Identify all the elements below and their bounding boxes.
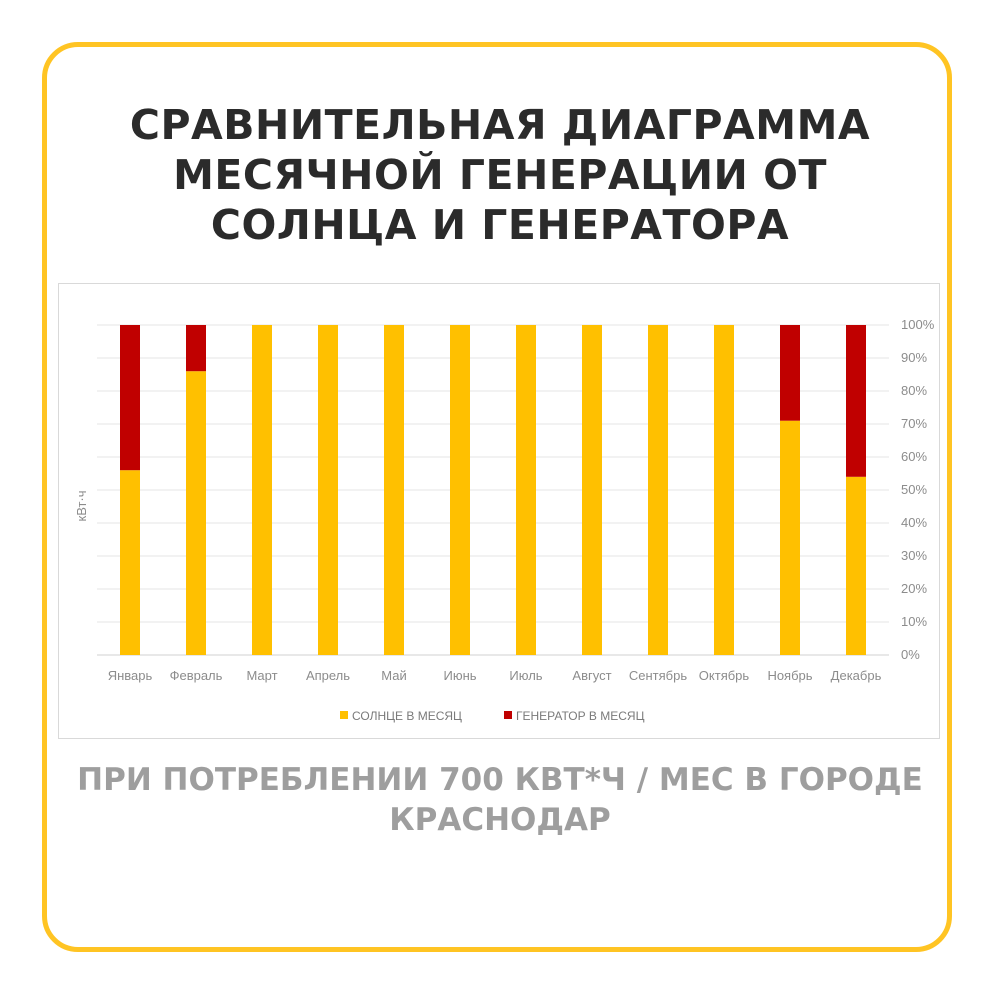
legend-swatch-solar — [340, 711, 348, 719]
x-tick-label: Апрель — [306, 668, 350, 683]
bar-generator — [120, 325, 140, 471]
y-tick-label: 100% — [901, 317, 935, 332]
bars — [120, 325, 866, 655]
y-tick-label: 50% — [901, 482, 927, 497]
bar-solar — [120, 470, 140, 655]
subtitle-line-2: КРАСНОДАР — [389, 802, 611, 838]
y-axis-label: кВт·ч — [74, 491, 89, 522]
x-tick-label: Июль — [509, 668, 542, 683]
bar-generator — [846, 325, 866, 477]
subtitle-line-1: ПРИ ПОТРЕБЛЕНИИ 700 КВТ*Ч / МЕС В ГОРОДЕ — [77, 762, 923, 798]
title-line-1: СРАВНИТЕЛЬНАЯ ДИАГРАММА — [129, 101, 871, 149]
y-tick-label: 40% — [901, 515, 927, 530]
page-title: СРАВНИТЕЛЬНАЯ ДИАГРАММА МЕСЯЧНОЙ ГЕНЕРАЦ… — [60, 100, 940, 250]
y-tick-label: 90% — [901, 350, 927, 365]
y-tick-label: 80% — [901, 383, 927, 398]
stacked-bar-chart: 0% 10% 20% 30% 40% 50% 60% 70% 80% 90% 100% Январь… — [74, 317, 935, 723]
y-tick-label: 60% — [901, 449, 927, 464]
chart-container: 0% 10% 20% 30% 40% 50% 60% 70% 80% 90% 100% Январь… — [58, 283, 940, 739]
bar-solar — [384, 325, 404, 655]
y-tick-label: 70% — [901, 416, 927, 431]
x-tick-label: Октябрь — [699, 668, 750, 683]
subtitle: ПРИ ПОТРЕБЛЕНИИ 700 КВТ*Ч / МЕС В ГОРОДЕ… — [60, 760, 940, 840]
bar-solar — [714, 325, 734, 655]
legend-label-solar: СОЛНЦЕ В МЕСЯЦ — [352, 709, 462, 723]
bar-solar — [450, 325, 470, 655]
x-tick-label: Январь — [108, 668, 153, 683]
title-line-2: МЕСЯЧНОЙ ГЕНЕРАЦИИ ОТ — [173, 151, 827, 199]
y-tick-label: 20% — [901, 581, 927, 596]
y-tick-label: 10% — [901, 614, 927, 629]
legend: СОЛНЦЕ В МЕСЯЦ ГЕНЕРАТОР В МЕСЯЦ — [340, 709, 645, 723]
x-axis-ticks: Январь Февраль Март Апрель Май Июнь Июль Август… — [108, 668, 882, 683]
bar-solar — [516, 325, 536, 655]
gridlines — [97, 324, 889, 656]
legend-label-generator: ГЕНЕРАТОР В МЕСЯЦ — [516, 709, 645, 723]
x-tick-label: Декабрь — [831, 668, 882, 683]
x-tick-label: Март — [246, 668, 277, 683]
x-tick-label: Май — [381, 668, 406, 683]
x-tick-label: Ноябрь — [767, 668, 812, 683]
bar-solar — [582, 325, 602, 655]
x-tick-label: Сентябрь — [629, 668, 687, 683]
legend-swatch-generator — [504, 711, 512, 719]
y-axis-ticks: 0% 10% 20% 30% 40% 50% 60% 70% 80% 90% 100% — [901, 317, 935, 662]
bar-solar — [186, 371, 206, 655]
y-tick-label: 0% — [901, 647, 920, 662]
title-line-3: СОЛНЦА И ГЕНЕРАТОРА — [210, 201, 790, 249]
x-tick-label: Июнь — [443, 668, 476, 683]
y-tick-label: 30% — [901, 548, 927, 563]
bar-generator — [780, 325, 800, 421]
bar-solar — [648, 325, 668, 655]
bar-solar — [780, 420, 800, 655]
bar-solar — [318, 325, 338, 655]
bar-solar — [252, 325, 272, 655]
bar-generator — [186, 325, 206, 372]
x-tick-label: Февраль — [170, 668, 223, 683]
x-tick-label: Август — [572, 668, 611, 683]
bar-solar — [846, 476, 866, 655]
